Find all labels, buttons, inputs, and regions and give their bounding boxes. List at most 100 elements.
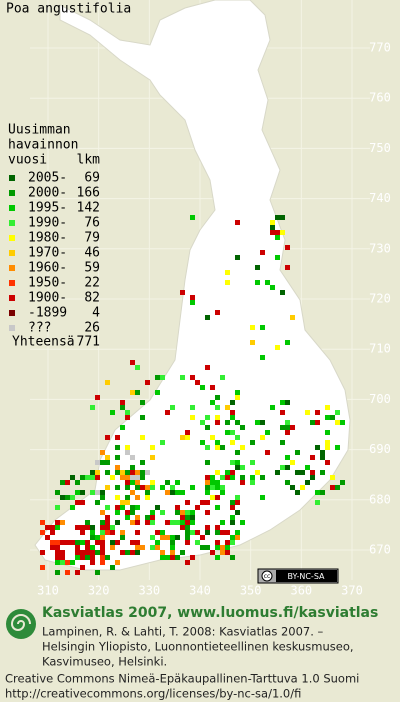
cell (275, 470, 280, 475)
cell (210, 480, 215, 485)
cell (285, 425, 290, 430)
cell (230, 520, 235, 525)
cell (60, 495, 65, 500)
cell (150, 455, 155, 460)
cell (180, 515, 185, 520)
cell (290, 425, 295, 430)
cell (130, 360, 135, 365)
cell (100, 550, 105, 555)
cell (175, 480, 180, 485)
cell (185, 525, 190, 530)
cell (175, 510, 180, 515)
cell (175, 520, 180, 525)
cell (290, 485, 295, 490)
cell (135, 480, 140, 485)
cell (190, 520, 195, 525)
cell (170, 545, 175, 550)
legend-label: 1970- (28, 246, 67, 261)
cell (170, 540, 175, 545)
cell (230, 460, 235, 465)
cell (220, 375, 225, 380)
cell (205, 365, 210, 370)
cell (285, 245, 290, 250)
cell (105, 555, 110, 560)
cell (220, 485, 225, 490)
cell (215, 445, 220, 450)
cell (40, 550, 45, 555)
cell (280, 465, 285, 470)
cell (315, 420, 320, 425)
cell (170, 490, 175, 495)
cell (130, 455, 135, 460)
cell (45, 535, 50, 540)
cell (60, 550, 65, 555)
cell (180, 510, 185, 515)
cell (190, 510, 195, 515)
legend-count: 4 (92, 306, 100, 321)
cell (220, 445, 225, 450)
cell (100, 450, 105, 455)
cell (185, 540, 190, 545)
cell (240, 465, 245, 470)
cell (90, 475, 95, 480)
cell (280, 425, 285, 430)
cell (140, 415, 145, 420)
cell (105, 520, 110, 525)
legend-label: 2005- (28, 171, 67, 186)
finland-outline (34, 0, 351, 571)
cell (235, 530, 240, 535)
cell (190, 295, 195, 300)
y-tick-label: 690 (369, 442, 391, 456)
cell (65, 560, 70, 565)
cell (195, 530, 200, 535)
cell (200, 535, 205, 540)
cell (185, 530, 190, 535)
cell (160, 555, 165, 560)
cell (230, 555, 235, 560)
legend-swatch (9, 280, 15, 286)
legend-total-count: 771 (77, 335, 100, 350)
cell (125, 415, 130, 420)
cell (55, 555, 60, 560)
cell (195, 505, 200, 510)
cell (130, 510, 135, 515)
cell (165, 410, 170, 415)
cell (280, 290, 285, 295)
cell (325, 430, 330, 435)
cell (200, 440, 205, 445)
legend-count: 46 (84, 246, 100, 261)
cell (215, 525, 220, 530)
y-tick-label: 730 (369, 241, 391, 255)
cell (80, 565, 85, 570)
cell (110, 525, 115, 530)
cell (90, 490, 95, 495)
cell (135, 495, 140, 500)
cell (310, 455, 315, 460)
cell (95, 540, 100, 545)
cell (190, 405, 195, 410)
cell (220, 550, 225, 555)
cell (95, 395, 100, 400)
cell (205, 315, 210, 320)
cell (125, 495, 130, 500)
cell (205, 475, 210, 480)
cell (230, 430, 235, 435)
cell (85, 550, 90, 555)
cell (115, 455, 120, 460)
cell (80, 540, 85, 545)
cell (135, 470, 140, 475)
cell (75, 545, 80, 550)
cell (250, 480, 255, 485)
cell (215, 485, 220, 490)
cell (75, 525, 80, 530)
legend-count: 59 (84, 261, 100, 276)
cell (215, 395, 220, 400)
cell (55, 490, 60, 495)
cell (335, 445, 340, 450)
cell (150, 515, 155, 520)
cell (165, 535, 170, 540)
cell (200, 385, 205, 390)
cell (280, 440, 285, 445)
cell (280, 410, 285, 415)
cell (310, 420, 315, 425)
